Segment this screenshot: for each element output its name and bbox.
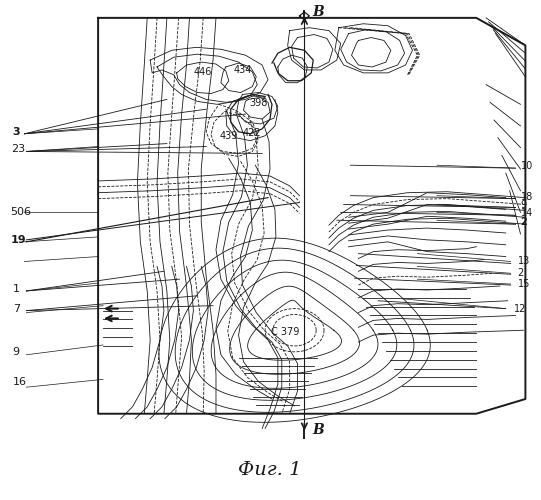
Text: Фиг. 1: Фиг. 1: [238, 460, 302, 478]
Text: 12: 12: [513, 304, 526, 314]
Text: 10: 10: [520, 161, 533, 171]
Text: 398: 398: [249, 98, 267, 108]
Text: 3: 3: [12, 127, 20, 137]
Text: 2: 2: [518, 268, 524, 278]
Text: 15: 15: [518, 279, 530, 289]
Text: 1: 1: [12, 284, 19, 294]
Text: С 379: С 379: [270, 327, 299, 337]
Text: 9: 9: [12, 347, 20, 357]
Text: 16: 16: [12, 378, 27, 388]
Text: 18: 18: [520, 192, 533, 202]
Text: 422: 422: [243, 128, 262, 138]
Text: 13: 13: [518, 256, 530, 266]
Text: 7: 7: [12, 304, 20, 314]
Text: 439: 439: [220, 130, 238, 140]
Text: B: B: [312, 5, 324, 19]
Text: 23: 23: [11, 144, 25, 154]
Text: 434: 434: [233, 65, 252, 75]
Text: 446: 446: [194, 67, 213, 77]
Text: 506: 506: [11, 208, 32, 218]
Text: 9: 9: [520, 200, 526, 210]
Text: 19: 19: [11, 235, 27, 245]
Text: 2: 2: [520, 217, 527, 227]
Text: 14: 14: [520, 208, 533, 218]
Text: B: B: [312, 424, 324, 438]
